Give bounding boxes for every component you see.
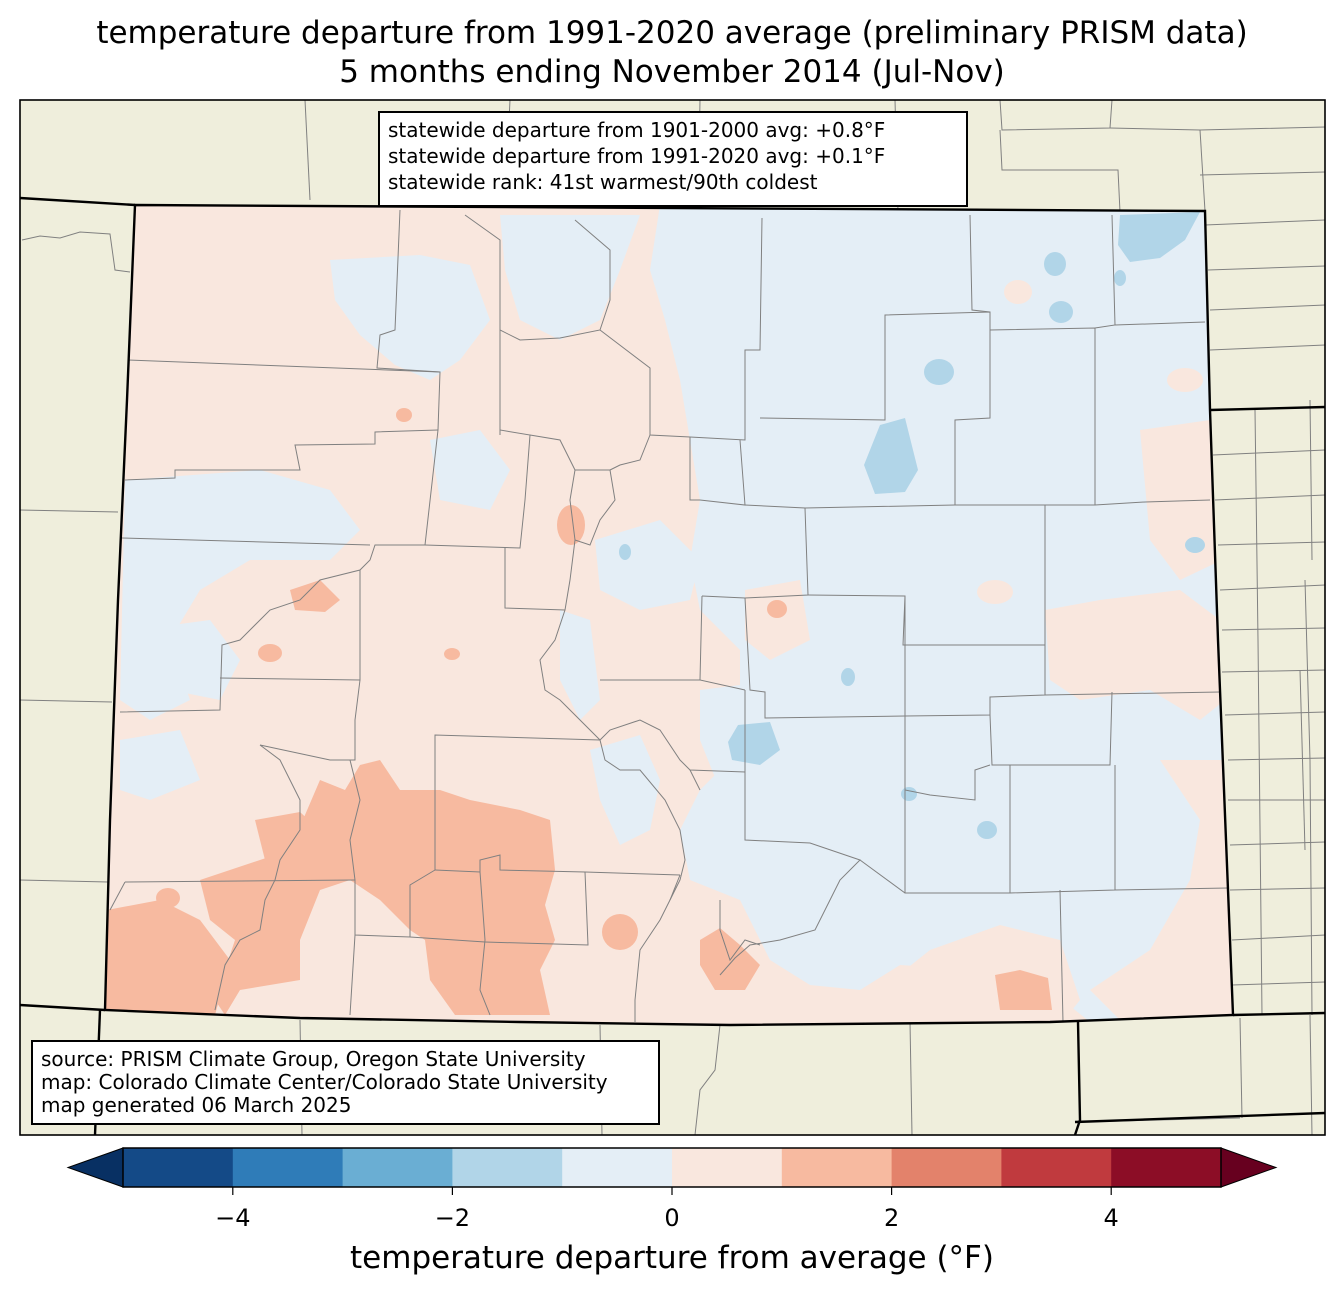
stats-departure-1901: statewide departure from 1901-2000 avg: …	[388, 118, 886, 142]
stats-rank: statewide rank: 41st warmest/90th coldes…	[388, 170, 818, 194]
colorbar-label: temperature departure from average (°F)	[350, 1240, 994, 1276]
blue-pockets	[619, 212, 1205, 839]
map-subtitle: 5 months ending November 2014 (Jul-Nov)	[339, 54, 1005, 90]
colorbar-over-arrow	[1220, 1147, 1278, 1188]
statewide-stats-box: statewide departure from 1901-2000 avg: …	[378, 111, 968, 207]
warm-anomaly-zone	[105, 408, 1052, 1015]
map-credit-line: map: Colorado Climate Center/Colorado St…	[41, 1070, 608, 1094]
stats-departure-1991: statewide departure from 1991-2020 avg: …	[388, 144, 886, 168]
colorbar-bin	[781, 1148, 893, 1187]
colorbar-bin	[891, 1148, 1002, 1187]
colorado-border	[103, 203, 1235, 1027]
colorbar-tick-label: −2	[434, 1204, 471, 1232]
colorbar-bin	[232, 1148, 344, 1187]
colorbar-under-arrow	[66, 1147, 124, 1188]
source-box: source: PRISM Climate Group, Oregon Stat…	[31, 1040, 660, 1125]
colorbar-bin	[452, 1148, 563, 1187]
colorbar-bin	[123, 1148, 234, 1187]
colorbar-tick-label: 0	[664, 1204, 680, 1232]
generated-date-line: map generated 06 March 2025	[41, 1093, 352, 1117]
colorbar-bin	[342, 1148, 453, 1187]
colorbar-bin	[562, 1148, 673, 1187]
colorbar-tick-label: 2	[883, 1204, 900, 1232]
source-line: source: PRISM Climate Group, Oregon Stat…	[41, 1047, 586, 1071]
colorbar-bin	[672, 1148, 783, 1187]
colorbar-tick-label: −4	[215, 1204, 251, 1232]
colorbar-tick-label: 4	[1103, 1204, 1119, 1232]
county-lines	[109, 209, 1229, 1023]
map-frame	[19, 99, 1326, 1136]
map-title: temperature departure from 1991-2020 ave…	[96, 15, 1248, 51]
below-normal-zone	[120, 205, 1233, 1025]
colorbar-bin	[1111, 1148, 1222, 1187]
colorbar-bin	[1001, 1148, 1112, 1187]
